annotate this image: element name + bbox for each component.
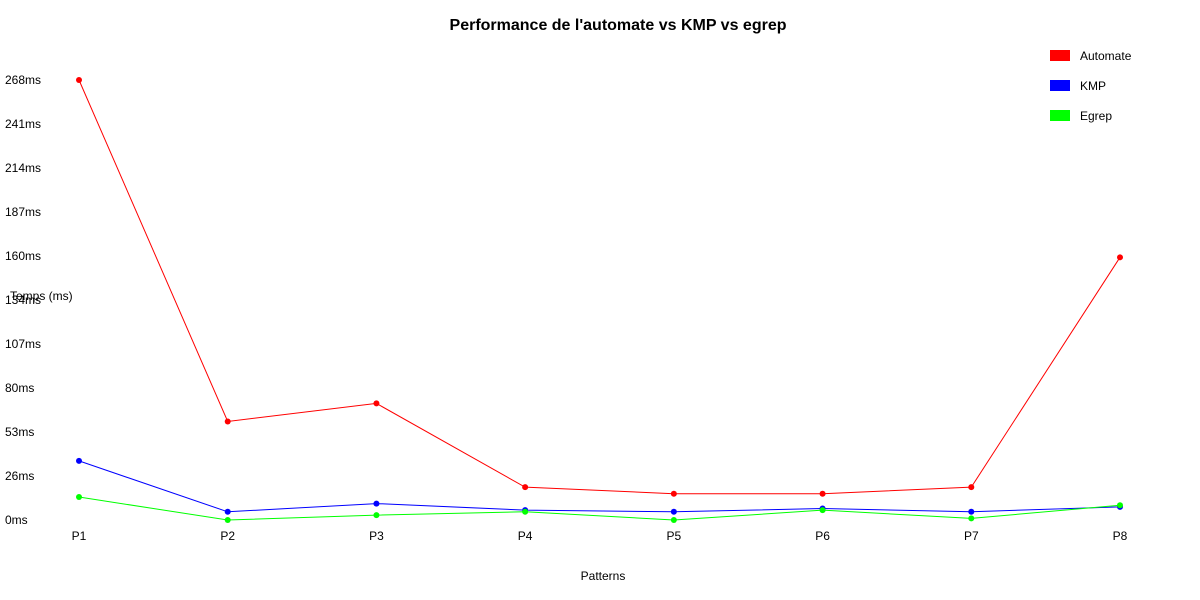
- x-tick-label: P4: [518, 529, 533, 543]
- data-point-egrep: [76, 494, 82, 501]
- y-tick-label: 26ms: [5, 469, 34, 483]
- series-line-automate: [78, 79, 1121, 495]
- y-tick-label: 0ms: [5, 513, 28, 527]
- x-axis-title: Patterns: [581, 569, 626, 583]
- y-tick-label: 53ms: [5, 425, 34, 439]
- data-point-egrep: [968, 515, 975, 522]
- data-point-egrep: [670, 517, 677, 523]
- y-tick-label: 187ms: [5, 205, 41, 219]
- data-point-automate: [373, 400, 380, 407]
- x-tick-label: P6: [815, 529, 830, 543]
- data-point-automate: [76, 77, 82, 83]
- legend-swatch-automate: [1050, 50, 1070, 61]
- data-point-automate: [670, 490, 677, 497]
- series-kmp: [76, 457, 1123, 515]
- legend-swatch-kmp: [1050, 80, 1070, 91]
- data-point-kmp: [76, 457, 82, 464]
- x-tick-label: P3: [369, 529, 384, 543]
- chart-title: Performance de l'automate vs KMP vs egre…: [450, 17, 787, 34]
- data-point-automate: [522, 484, 529, 491]
- y-tick-label: 160ms: [5, 249, 41, 263]
- y-tick-label: 268ms: [5, 73, 41, 87]
- y-tick-label: 241ms: [5, 117, 41, 131]
- data-point-kmp: [224, 508, 231, 515]
- legend-label-automate: Automate: [1080, 49, 1132, 63]
- data-point-kmp: [373, 500, 380, 507]
- legend-label-kmp: KMP: [1080, 79, 1106, 93]
- data-point-egrep: [522, 508, 529, 515]
- data-point-egrep: [819, 507, 826, 514]
- series-line-egrep: [78, 496, 1121, 521]
- series-egrep: [76, 494, 1123, 523]
- x-tick-label: P7: [964, 529, 979, 543]
- x-tick-label: P5: [667, 529, 682, 543]
- y-tick-label: 107ms: [5, 337, 41, 351]
- data-point-kmp: [968, 508, 975, 515]
- legend: Automate KMP Egrep: [1050, 49, 1132, 123]
- data-point-automate: [224, 418, 231, 425]
- y-axis-title: Temps (ms): [10, 289, 73, 303]
- series-layer: [76, 77, 1123, 523]
- data-point-kmp: [670, 508, 677, 515]
- data-point-egrep: [373, 512, 380, 519]
- data-point-automate: [968, 484, 975, 491]
- series-line-kmp: [78, 460, 1121, 513]
- legend-swatch-egrep: [1050, 110, 1070, 121]
- y-tick-label: 80ms: [5, 381, 34, 395]
- series-automate: [76, 77, 1123, 497]
- x-axis-ticks: P1 P2 P3 P4 P5 P6 P7 P8: [72, 529, 1128, 543]
- x-tick-label: P8: [1113, 529, 1128, 543]
- x-tick-label: P1: [72, 529, 87, 543]
- x-tick-label: P2: [220, 529, 235, 543]
- y-axis-ticks: 0ms 26ms 53ms 80ms 107ms 134ms 160ms 187ms 214ms…: [5, 73, 41, 527]
- y-tick-label: 134ms: [5, 293, 41, 307]
- y-tick-label: 214ms: [5, 161, 41, 175]
- legend-label-egrep: Egrep: [1080, 109, 1112, 123]
- data-point-automate: [819, 490, 826, 497]
- data-point-egrep: [1117, 502, 1123, 509]
- data-point-automate: [1117, 254, 1123, 261]
- data-point-egrep: [224, 517, 231, 523]
